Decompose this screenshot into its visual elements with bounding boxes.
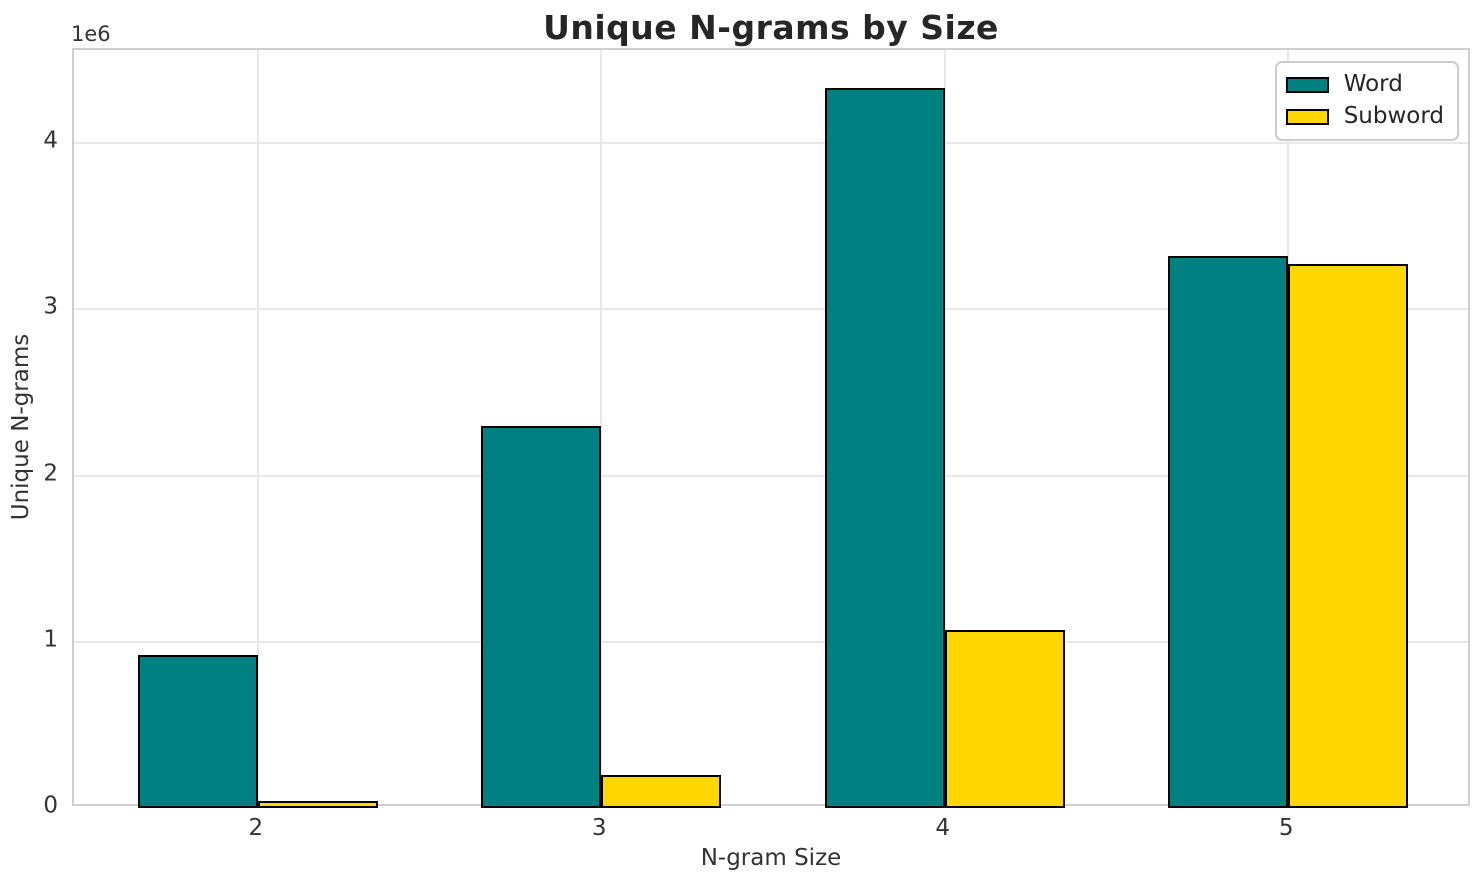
legend-item-word: Word (1285, 71, 1444, 97)
gridline-horizontal (74, 474, 1468, 477)
legend: Word Subword (1274, 61, 1459, 141)
bar-subword-3 (601, 774, 722, 808)
x-tick-label: 4 (935, 815, 951, 841)
y-tick-label: 0 (43, 792, 58, 819)
bar-word-4 (824, 88, 945, 808)
bar-subword-4 (944, 630, 1065, 808)
x-tick-label: 5 (1278, 815, 1294, 841)
y-axis-label: Unique N-grams (8, 333, 34, 521)
legend-item-subword: Subword (1285, 103, 1444, 130)
bar-word-5 (1168, 256, 1289, 808)
legend-swatch-word (1285, 76, 1329, 93)
gridline-vertical (600, 50, 603, 804)
gridline-horizontal (74, 142, 1468, 145)
bar-word-2 (137, 655, 258, 808)
y-tick-label: 2 (43, 460, 58, 487)
legend-swatch-subword (1285, 108, 1329, 125)
x-axis-label: N-gram Size (700, 845, 842, 871)
chart-title: Unique N-grams by Size (543, 8, 999, 47)
y-tick-label: 1 (43, 626, 58, 653)
x-tick-label: 2 (248, 815, 264, 841)
legend-label-subword: Subword (1343, 103, 1444, 130)
y-tick-label: 3 (43, 293, 58, 320)
gridline-horizontal (74, 308, 1468, 311)
legend-label-word: Word (1343, 71, 1403, 97)
plot-area: Word Subword (72, 48, 1470, 808)
y-tick-label: 4 (43, 127, 58, 154)
gridline-vertical (943, 50, 946, 804)
x-tick-label: 3 (591, 815, 607, 841)
gridline-horizontal (74, 640, 1468, 643)
gridline-vertical (256, 50, 259, 804)
bar-subword-2 (257, 801, 378, 808)
y-axis-offset-label: 1e6 (71, 22, 111, 46)
bar-word-3 (481, 425, 602, 808)
bar-subword-5 (1288, 264, 1409, 808)
